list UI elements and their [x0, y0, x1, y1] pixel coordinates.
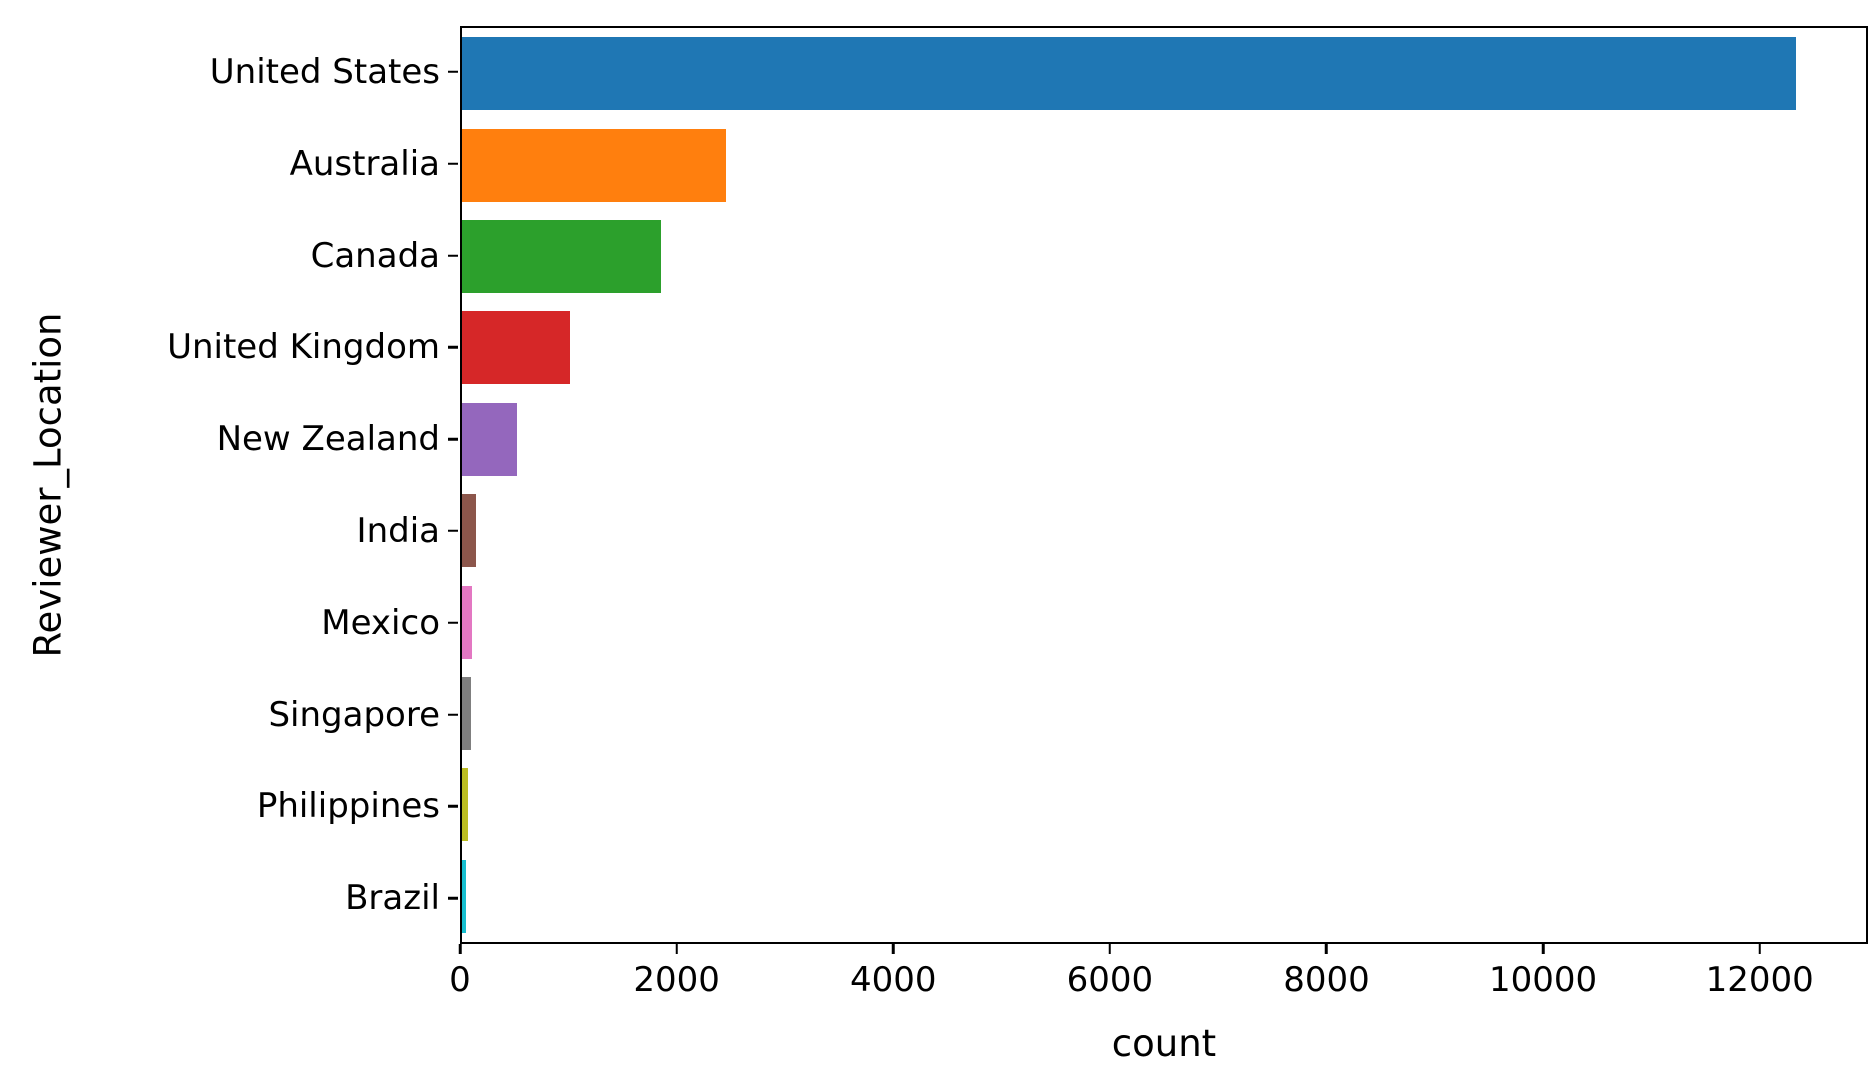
x-tick-label-8000: 8000: [1283, 960, 1370, 1000]
y-tick-label-philippines: Philippines: [256, 786, 440, 827]
y-tick-mark: [448, 70, 458, 74]
x-tick-label-6000: 6000: [1066, 960, 1154, 1000]
bar-india: [462, 494, 477, 568]
bar-philippines: [462, 768, 468, 842]
y-tick-label-singapore: Singapore: [268, 694, 440, 735]
x-tick-mark: [891, 944, 895, 954]
y-tick-mark: [448, 621, 458, 624]
y-tick-label-canada: Canada: [310, 235, 440, 276]
bar-new-zealand: [462, 402, 518, 476]
bar-united-states: [462, 37, 1796, 111]
y-tick-mark: [448, 896, 458, 900]
x-tick-label-4000: 4000: [849, 960, 937, 1000]
y-tick-mark: [448, 437, 458, 441]
x-tick-mark: [1108, 944, 1112, 954]
x-tick-label-2000: 2000: [633, 960, 720, 1000]
x-tick-mark: [1758, 944, 1761, 954]
y-tick-mark: [448, 162, 458, 165]
plot-area: [460, 26, 1868, 944]
y-tick-label-india: India: [356, 510, 440, 551]
x-tick-labels: 0 2000 4000 6000 8000 10000 12000: [449, 944, 1868, 1004]
y-tick-mark: [448, 254, 458, 257]
y-tick-label-mexico: Mexico: [321, 602, 440, 643]
bar-brazil: [462, 859, 466, 933]
y-tick-label-united-states: United States: [209, 51, 440, 92]
bar-canada: [462, 219, 661, 294]
y-tick-label-australia: Australia: [289, 143, 440, 184]
bar-singapore: [462, 676, 472, 751]
bar-mexico: [462, 585, 473, 659]
bar-australia: [462, 128, 726, 202]
y-tick-labels: United States Australia Canada United Kingd…: [0, 26, 458, 944]
y-tick-label-new-zealand: New Zealand: [216, 419, 440, 460]
y-tick-mark: [448, 805, 458, 808]
x-tick-mark: [675, 944, 678, 954]
x-tick-label-12000: 12000: [1705, 960, 1814, 1000]
y-tick-label-united-kingdom: United Kingdom: [167, 327, 440, 368]
x-tick-label-0: 0: [449, 960, 471, 1000]
x-tick-mark: [1325, 944, 1328, 954]
x-tick-label-10000: 10000: [1488, 960, 1598, 1000]
y-tick-label-brazil: Brazil: [345, 878, 440, 919]
x-tick-mark: [458, 944, 462, 954]
y-tick-mark: [448, 346, 458, 349]
y-tick-mark: [448, 529, 458, 533]
x-tick-mark: [1541, 944, 1545, 954]
bar-united-kingdom: [462, 311, 570, 385]
x-axis-label: count: [1111, 1022, 1217, 1065]
y-tick-mark: [448, 713, 458, 716]
